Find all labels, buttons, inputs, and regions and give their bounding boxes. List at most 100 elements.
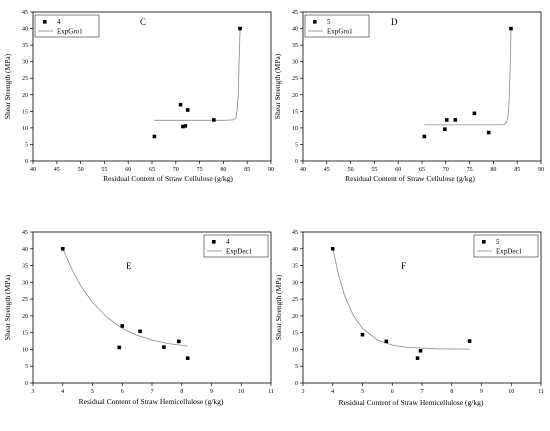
data-point	[183, 124, 188, 128]
y-tick-label: 35	[292, 264, 298, 270]
legend-marker	[212, 240, 216, 244]
data-point	[422, 134, 427, 139]
x-tick-label: 7	[421, 389, 424, 395]
x-tick-label: 60	[125, 167, 131, 173]
data-point	[330, 246, 335, 251]
panel-letter: D	[391, 17, 398, 27]
legend-fit-label: ExpDec1	[496, 248, 523, 256]
data-point	[181, 124, 185, 129]
legend-marker	[482, 240, 486, 244]
x-tick-label: 4	[61, 389, 64, 395]
y-tick-label: 45	[292, 230, 298, 236]
y-axis-label: Shear Strength (MPa)	[3, 53, 12, 119]
y-tick-label: 40	[292, 27, 298, 33]
x-tick-label: 70	[443, 167, 449, 173]
x-tick-label: 8	[450, 389, 453, 395]
x-tick-label: 10	[508, 389, 514, 395]
x-tick-label: 60	[395, 167, 401, 173]
legend-fit-label: ExpGro1	[57, 28, 83, 36]
y-axis-label: Shear Strength (MPa)	[274, 274, 283, 340]
fit-curve	[154, 28, 241, 121]
x-tick-label: 9	[210, 389, 213, 395]
legend-box	[34, 14, 100, 38]
y-tick-label: 0	[295, 159, 298, 165]
y-tick-label: 35	[22, 43, 28, 49]
y-tick-label: 15	[292, 109, 298, 115]
panel-d: 40 45 50 55 60 65 70 75 80 85 90 0 5 10 15 20 25 30 35 40 45…	[273, 10, 544, 183]
legend-fit-label: ExpGro1	[327, 28, 353, 36]
data-point	[138, 329, 142, 334]
legend-marker	[313, 20, 317, 24]
data-point	[212, 118, 216, 122]
data-point	[152, 134, 157, 139]
x-tick-label: 3	[302, 389, 305, 395]
data-point	[185, 356, 190, 360]
x-tick-label: 85	[514, 167, 520, 173]
data-point	[472, 111, 477, 116]
legend-points-label: 5	[327, 18, 331, 26]
y-tick-label: 30	[292, 60, 298, 66]
x-axis-label: Residual Content of Straw Cellulose (g/k…	[103, 174, 233, 183]
y-tick-label: 0	[25, 159, 28, 165]
y-axis-label: Shear Strength (MPa)	[3, 274, 12, 340]
x-tick-label: 85	[244, 167, 250, 173]
x-tick-label: 55	[101, 167, 107, 173]
y-tick-label: 45	[292, 10, 298, 16]
y-tick-label: 20	[22, 314, 28, 320]
x-tick-label: 45	[54, 167, 60, 173]
x-tick-label: 5	[91, 389, 94, 395]
data-point	[384, 339, 389, 344]
y-tick-label: 30	[22, 60, 28, 66]
x-tick-label: 80	[490, 167, 496, 173]
y-tick-label: 20	[22, 93, 28, 99]
x-axis-label: Residual Content of Straw Cellulose (g/k…	[345, 174, 475, 183]
data-point	[418, 348, 423, 353]
x-tick-label: 40	[300, 167, 306, 173]
y-tick-label: 30	[292, 280, 298, 286]
y-tick-label: 25	[22, 76, 28, 82]
y-tick-label: 35	[22, 264, 28, 270]
y-tick-label: 5	[295, 364, 298, 370]
y-tick-label: 40	[292, 247, 298, 253]
y-tick-label: 10	[22, 347, 28, 353]
data-point	[117, 345, 122, 350]
x-tick-label: 90	[538, 167, 544, 173]
panel-letter: F	[401, 261, 406, 271]
x-tick-label: 50	[348, 167, 354, 173]
y-tick-label: 15	[22, 331, 28, 337]
y-tick-label: 30	[22, 280, 28, 286]
data-point	[360, 332, 365, 337]
y-tick-label: 20	[292, 314, 298, 320]
x-tick-label: 65	[419, 167, 425, 173]
y-tick-label: 15	[22, 109, 28, 115]
y-axis-label: Shear Strength (MPa)	[273, 53, 282, 119]
x-tick-label: 75	[467, 167, 473, 173]
data-point	[162, 345, 166, 349]
x-tick-label: 11	[538, 389, 544, 395]
legend-points-label: 4	[57, 18, 61, 26]
x-tick-label: 80	[220, 167, 226, 173]
x-tick-label: 50	[78, 167, 84, 173]
data-point	[185, 108, 190, 112]
x-tick-label: 40	[30, 167, 36, 173]
y-tick-label: 5	[295, 142, 298, 148]
y-tick-label: 45	[22, 230, 28, 236]
x-tick-label: 7	[151, 389, 154, 395]
panel-c: 40 45 50 55 60 65 70 75 80 85 90 0 5 10 15 20 25 30 35 40 45…	[3, 10, 274, 183]
y-tick-label: 20	[292, 93, 298, 99]
y-tick-label: 40	[22, 27, 28, 33]
x-tick-label: 70	[173, 167, 179, 173]
y-tick-label: 40	[22, 247, 28, 253]
data-point	[467, 339, 472, 343]
data-point	[509, 26, 513, 31]
data-point	[444, 118, 449, 122]
x-tick-label: 3	[32, 389, 35, 395]
legend-box	[473, 234, 539, 258]
legend-box	[203, 234, 269, 258]
y-tick-label: 0	[25, 381, 28, 387]
x-tick-label: 4	[331, 389, 334, 395]
legend-marker	[43, 20, 47, 24]
